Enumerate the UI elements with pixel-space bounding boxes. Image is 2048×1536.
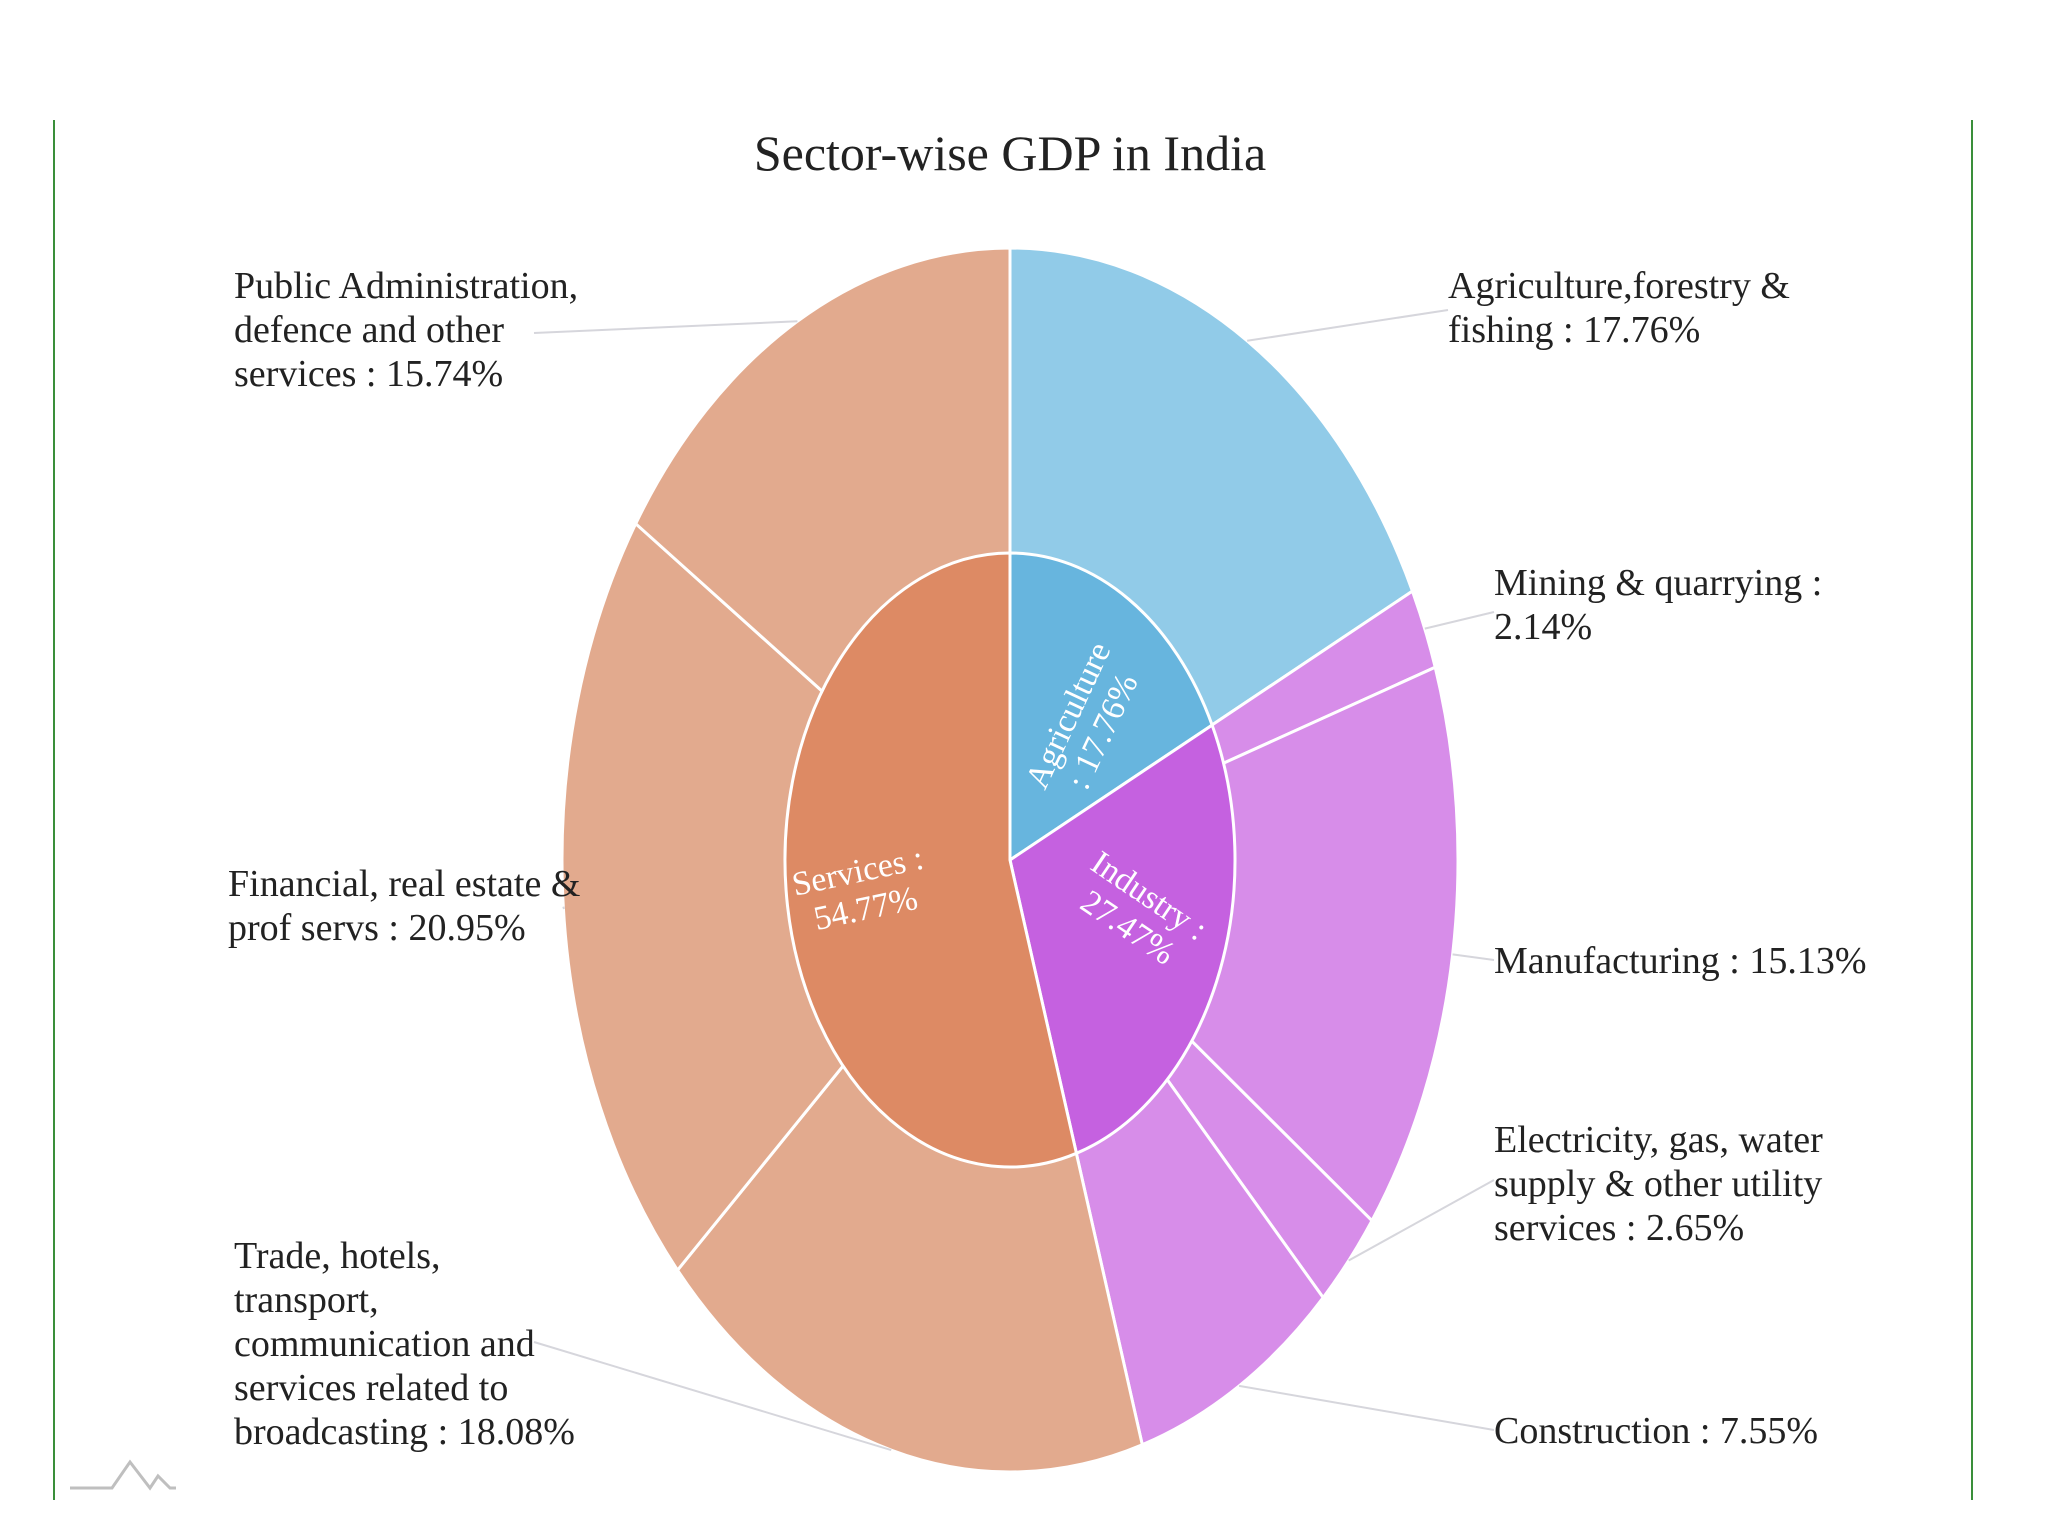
inner-slice-agriculture[interactable] xyxy=(1008,551,1214,863)
outer-label-financial-real-estate-prof-servs: Financial, real estate & prof servs : 20.… xyxy=(228,863,580,949)
leader-line-construction xyxy=(1238,1384,1495,1431)
outer-label-construction: Construction : 7.55% xyxy=(1494,1410,1818,1452)
leader-line-financial-real-estate-prof-servs xyxy=(562,906,565,910)
leader-lines xyxy=(533,309,1495,1452)
outer-labels: Agriculture,forestry & fishing : 17.76% Mi… xyxy=(228,265,1867,1453)
outer-label-agriculture-forestry-fishing: Agriculture,forestry & fishing : 17.76% xyxy=(1448,265,1790,351)
chart-title: Sector-wise GDP in India xyxy=(754,125,1266,181)
outer-label-public-administration-defence-and-other-services: Public Administration, defence and other s… xyxy=(234,265,578,395)
leader-line-mining-quarrying xyxy=(1424,611,1495,630)
inner-slice-services[interactable] xyxy=(783,551,1079,1169)
leader-line-public-administration-defence-and-other-services xyxy=(533,320,798,334)
leader-line-electricity-gas-water-supply-other-utility-services xyxy=(1348,1179,1495,1262)
leader-line-agriculture-forestry-fishing xyxy=(1247,309,1449,342)
leader-line-trade-hotels-transport-communication-and-services-related-to-broadcasting xyxy=(533,1341,892,1452)
inner-ring xyxy=(783,551,1237,1169)
outer-label-electricity-gas-water-supply-other-utility-services: Electricity, gas, water supply & other ut… xyxy=(1494,1119,1823,1249)
mountain-logo-icon xyxy=(70,1459,176,1491)
outer-slice-manufacturing[interactable] xyxy=(1007,665,1460,1224)
outer-label-mining-quarrying: Mining & quarrying :2.14% xyxy=(1494,562,1822,648)
inner-slice-industry[interactable] xyxy=(1008,722,1237,1156)
outer-label-trade-hotels-transport-communication-and-services-related-to-broadcasting: Trade, hotels, transport, communication an… xyxy=(234,1235,575,1453)
outer-label-manufacturing: Manufacturing : 15.13% xyxy=(1494,940,1867,982)
leader-line-manufacturing xyxy=(1452,953,1495,961)
